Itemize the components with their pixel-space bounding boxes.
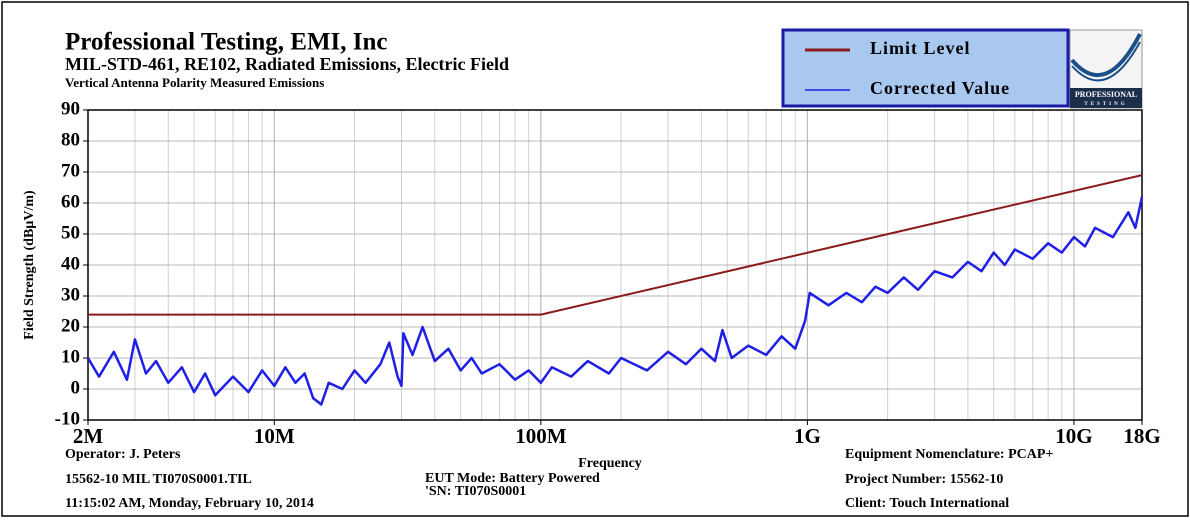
operator: Operator: J. Peters bbox=[65, 447, 181, 462]
file-name: 15562-10 MIL TI070S0001.TIL bbox=[65, 472, 252, 487]
y-tick-label: -10 bbox=[55, 408, 80, 429]
x-tick-label: 2M bbox=[73, 424, 104, 448]
serial-number: 'SN: TI070S0001 bbox=[425, 484, 526, 499]
legend-box bbox=[781, 28, 1070, 108]
chart-subtitle: MIL-STD-461, RE102, Radiated Emissions, … bbox=[65, 54, 509, 74]
legend: Limit Level Corrected Value bbox=[781, 28, 1070, 108]
chart-title: Professional Testing, EMI, Inc bbox=[65, 29, 388, 56]
y-tick-label: 20 bbox=[61, 315, 80, 336]
plot-border bbox=[87, 109, 1143, 421]
eut-mode: EUT Mode: Battery Powered bbox=[425, 471, 600, 486]
series-line bbox=[88, 174, 1143, 316]
x-tick-label: 1G bbox=[794, 424, 821, 448]
y-tick-label: 80 bbox=[61, 129, 80, 150]
legend-label: Corrected Value bbox=[870, 78, 1010, 98]
equipment: Equipment Nomenclature: PCAP+ bbox=[845, 447, 1053, 462]
y-tick-label: 0 bbox=[71, 377, 81, 398]
logo: PROFESSIONAL TESTING bbox=[1069, 29, 1143, 109]
y-tick-label: 30 bbox=[61, 284, 80, 305]
logo-arc bbox=[1071, 41, 1141, 82]
x-tick-label: 10G bbox=[1055, 424, 1092, 448]
client: Client: Touch International bbox=[845, 496, 1009, 511]
logo-band bbox=[1070, 88, 1142, 108]
y-tick-label: 50 bbox=[61, 222, 80, 243]
logo-arc bbox=[1070, 33, 1142, 78]
chart-caption: Vertical Antenna Polarity Measured Emiss… bbox=[65, 75, 324, 90]
x-tick-label: 10M bbox=[254, 424, 295, 448]
project-number: Project Number: 15562-10 bbox=[845, 472, 1003, 487]
x-tick-label: 100M bbox=[515, 424, 567, 448]
y-tick-label: 10 bbox=[61, 346, 80, 367]
series-line bbox=[86, 196, 1144, 406]
logo-text: TESTING bbox=[1084, 102, 1127, 107]
y-tick-label: 90 bbox=[61, 98, 80, 119]
logo-text: PROFESSIONAL bbox=[1075, 90, 1137, 99]
y-tick-label: 60 bbox=[61, 191, 80, 212]
y-axis-label: Field Strength (dBµV/m) bbox=[22, 190, 37, 340]
x-tick-label: 18G bbox=[1123, 424, 1160, 448]
legend-label: Limit Level bbox=[870, 38, 970, 58]
y-tick-label: 70 bbox=[61, 160, 80, 181]
x-axis-label: Frequency bbox=[578, 456, 642, 471]
timestamp: 11:15:02 AM, Monday, February 10, 2014 bbox=[65, 496, 314, 511]
y-tick-label: 40 bbox=[61, 253, 80, 274]
